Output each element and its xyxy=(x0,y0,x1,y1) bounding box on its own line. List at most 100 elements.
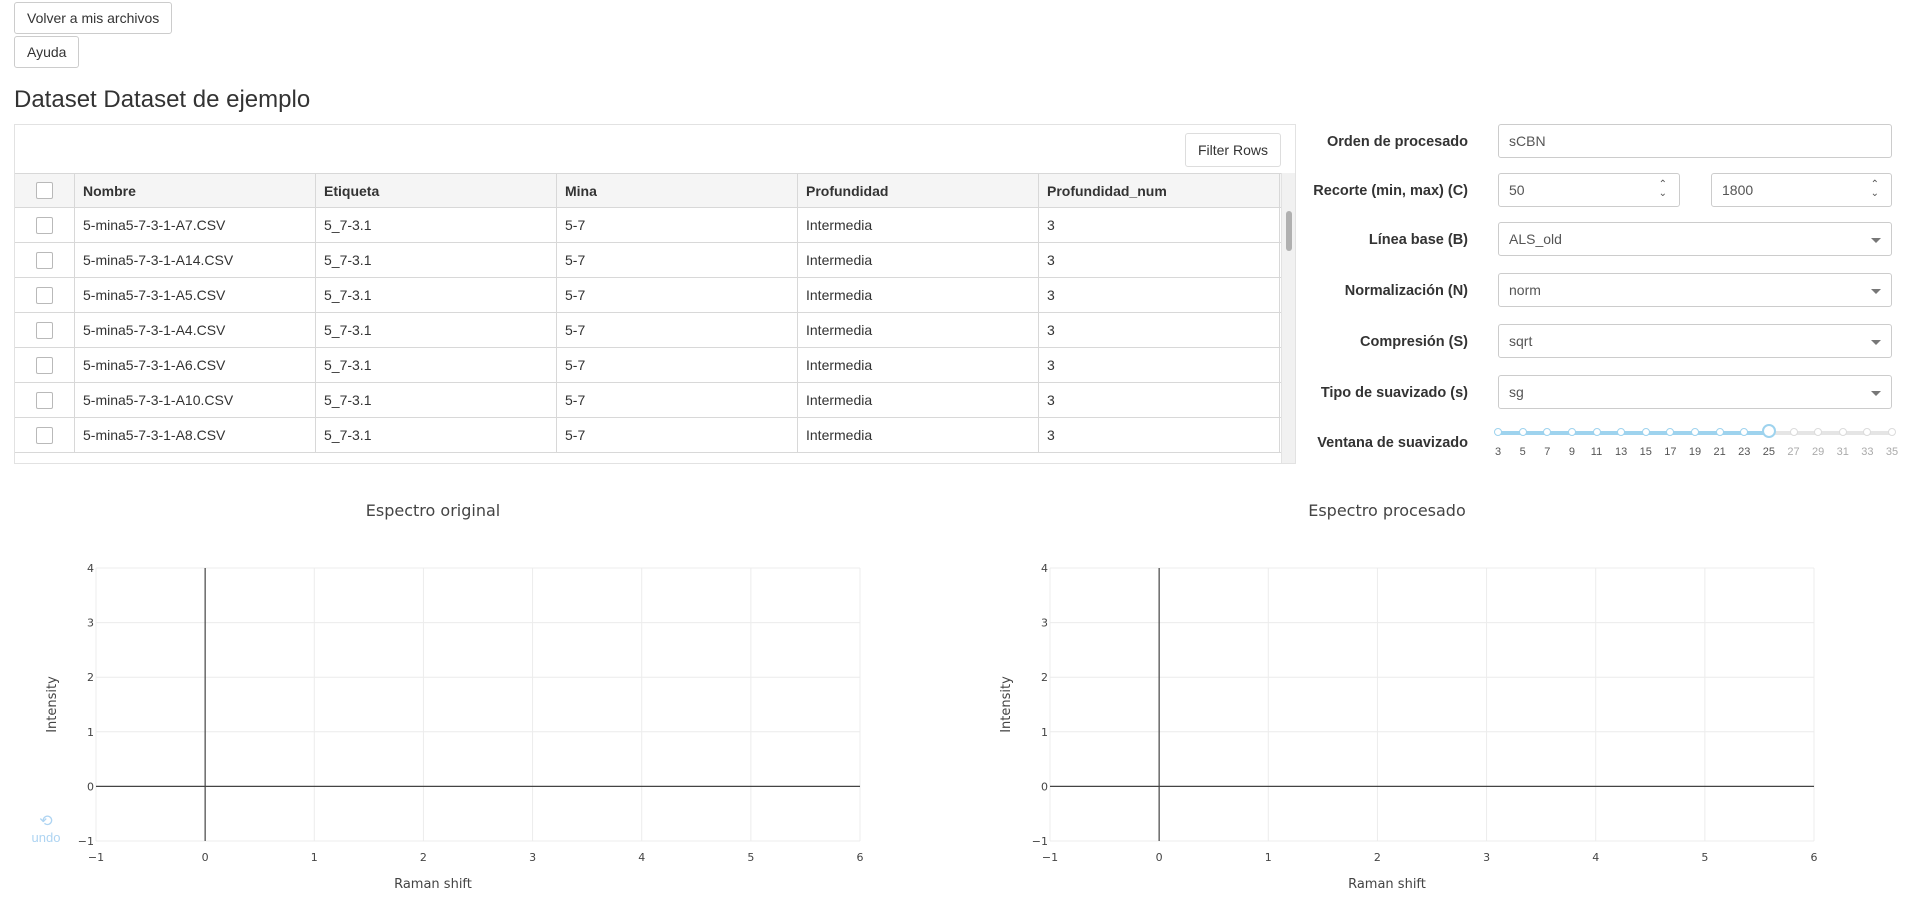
x-tick-label: −1 xyxy=(1042,851,1058,864)
row-checkbox[interactable] xyxy=(36,251,53,269)
orden-input[interactable]: sCBN xyxy=(1498,124,1892,158)
table-row[interactable]: 5-mina5-7-3-1-A7.CSV 5_7-3.1 5-7 Intermedia… xyxy=(15,208,1281,243)
table-row[interactable]: 5-mina5-7-3-1-A5.CSV 5_7-3.1 5-7 Intermedia… xyxy=(15,278,1281,313)
scrollbar-thumb[interactable] xyxy=(1286,211,1292,251)
table-body: 5-mina5-7-3-1-A7.CSV 5_7-3.1 5-7 Intermedia… xyxy=(15,208,1281,453)
table-row[interactable]: 5-mina5-7-3-1-A10.CSV 5_7-3.1 5-7 Intermedi… xyxy=(15,383,1281,418)
x-tick-label: 4 xyxy=(1592,851,1599,864)
slider-step-dot[interactable] xyxy=(1691,428,1699,436)
cell-nombre: 5-mina5-7-3-1-A6.CSV xyxy=(75,348,316,382)
cell-profundidad-num: 3 xyxy=(1039,313,1280,347)
slider-step-dot[interactable] xyxy=(1888,428,1896,436)
recorte-min-value: 50 xyxy=(1509,182,1525,198)
table-row[interactable]: 5-mina5-7-3-1-A8.CSV 5_7-3.1 5-7 Intermedia… xyxy=(15,418,1281,453)
select-all-checkbox[interactable] xyxy=(36,182,53,199)
y-tick-label: 4 xyxy=(87,562,94,575)
chevron-down-icon xyxy=(1871,340,1881,345)
table-row[interactable]: 5-mina5-7-3-1-A14.CSV 5_7-3.1 5-7 Intermedi… xyxy=(15,243,1281,278)
tipo-suavizado-label: Tipo de suavizado (s) xyxy=(1320,385,1468,401)
tipo-suavizado-select[interactable]: sg xyxy=(1498,375,1892,409)
cell-etiqueta: 5_7-3.1 xyxy=(316,418,557,452)
row-checkbox[interactable] xyxy=(36,391,53,409)
table-scrollbar[interactable] xyxy=(1281,173,1295,463)
column-header-mina[interactable]: Mina xyxy=(557,174,798,207)
slider-step-dot[interactable] xyxy=(1740,428,1749,436)
recorte-max-value: 1800 xyxy=(1722,182,1754,198)
y-tick-label: 3 xyxy=(87,617,94,630)
cell-profundidad: Intermedia xyxy=(798,278,1039,312)
table-row[interactable]: 5-mina5-7-3-1-A6.CSV 5_7-3.1 5-7 Intermedia… xyxy=(15,348,1281,383)
slider-tick-label: 27 xyxy=(1787,446,1800,458)
slider-step-dot[interactable] xyxy=(1592,428,1601,436)
slider-handle[interactable] xyxy=(1761,424,1776,438)
cell-profundidad-num: 3 xyxy=(1039,208,1280,242)
normalizacion-select[interactable]: norm xyxy=(1498,273,1892,307)
recorte-min-input[interactable]: 50 ⌃ ⌄ xyxy=(1498,173,1680,207)
cell-profundidad-num: 3 xyxy=(1039,243,1280,277)
slider-tick-label: 33 xyxy=(1861,446,1874,458)
slider-tick-label: 13 xyxy=(1615,446,1628,458)
chart-espectro-original[interactable]: Espectro original −1 0 1 2 3 4 5 6 −1 0 1 2 3 4 Raman s… xyxy=(0,490,954,900)
cell-etiqueta: 5_7-3.1 xyxy=(316,313,557,347)
slider-tick-label: 25 xyxy=(1762,446,1775,458)
back-to-files-button[interactable]: Volver a mis archivos xyxy=(14,2,173,34)
recorte-max-input[interactable]: 1800 ⌃ ⌄ xyxy=(1711,173,1892,207)
undo-button[interactable]: ⟲ undo xyxy=(28,814,64,846)
cell-etiqueta: 5_7-3.1 xyxy=(316,383,557,417)
slider-step-dot[interactable] xyxy=(1863,428,1872,436)
y-tick-label: 4 xyxy=(1041,562,1048,575)
slider-step-dot[interactable] xyxy=(1494,428,1502,436)
table-row[interactable]: 5-mina5-7-3-1-A4.CSV 5_7-3.1 5-7 Intermedia… xyxy=(15,313,1281,348)
x-tick-label: 2 xyxy=(420,851,427,864)
x-tick-label: 6 xyxy=(857,851,864,864)
cell-nombre: 5-mina5-7-3-1-A7.CSV xyxy=(75,208,316,242)
x-tick-label: 3 xyxy=(529,851,536,864)
cell-etiqueta: 5_7-3.1 xyxy=(316,243,557,277)
row-select-cell xyxy=(15,383,75,417)
row-checkbox[interactable] xyxy=(36,216,53,234)
cell-profundidad-num: 3 xyxy=(1039,383,1280,417)
slider-step-dot[interactable] xyxy=(1543,428,1552,436)
stepper-icon[interactable]: ⌃ ⌄ xyxy=(1870,179,1879,199)
cell-mina: 5-7 xyxy=(557,243,798,277)
slider-step-dot[interactable] xyxy=(1641,428,1650,436)
row-checkbox[interactable] xyxy=(36,426,53,444)
x-tick-label: 2 xyxy=(1374,851,1381,864)
stepper-icon[interactable]: ⌃ ⌄ xyxy=(1658,179,1667,199)
slider-step-dot[interactable] xyxy=(1666,428,1675,436)
row-checkbox[interactable] xyxy=(36,321,53,339)
ventana-suavizado-slider[interactable] xyxy=(1494,424,1896,438)
column-header-profundidad[interactable]: Profundidad xyxy=(798,174,1039,207)
slider-step-dot[interactable] xyxy=(1567,428,1576,436)
slider-step-dot[interactable] xyxy=(1814,428,1823,436)
slider-step-dot[interactable] xyxy=(1715,428,1724,436)
slider-step-dot[interactable] xyxy=(1838,428,1847,436)
normalizacion-label: Normalización (N) xyxy=(1344,283,1468,299)
slider-tick-label: 11 xyxy=(1590,446,1603,458)
linea-base-select[interactable]: ALS_old xyxy=(1498,222,1892,256)
slider-tick-label: 29 xyxy=(1812,446,1825,458)
chevron-down-icon xyxy=(1871,238,1881,243)
slider-tick-label: 17 xyxy=(1664,446,1677,458)
tipo-suavizado-value: sg xyxy=(1509,384,1524,400)
y-tick-label: −1 xyxy=(1032,835,1048,848)
row-select-cell xyxy=(15,243,75,277)
slider-step-dot[interactable] xyxy=(1617,428,1626,436)
column-header-nombre[interactable]: Nombre xyxy=(75,174,316,207)
cell-profundidad-num: 3 xyxy=(1039,418,1280,452)
slider-step-dot[interactable] xyxy=(1518,428,1527,436)
row-checkbox[interactable] xyxy=(36,356,53,374)
column-header-profundidad-num[interactable]: Profundidad_num xyxy=(1039,174,1280,207)
slider-step-dot[interactable] xyxy=(1789,428,1798,436)
column-header-etiqueta[interactable]: Etiqueta xyxy=(316,174,557,207)
cell-profundidad: Intermedia xyxy=(798,418,1039,452)
help-button[interactable]: Ayuda xyxy=(14,36,80,68)
compresion-value: sqrt xyxy=(1509,333,1533,349)
row-checkbox[interactable] xyxy=(36,286,53,304)
y-tick-label: 2 xyxy=(87,671,94,684)
x-tick-label: −1 xyxy=(88,851,104,864)
orden-label: Orden de procesado xyxy=(1326,134,1468,150)
chart-espectro-procesado[interactable]: Espectro procesado −1 0 1 2 3 4 5 6 −1 0 1 2 3 4 Raman … xyxy=(954,490,1908,900)
filter-rows-button[interactable]: Filter Rows xyxy=(1184,133,1281,167)
compresion-select[interactable]: sqrt xyxy=(1498,324,1892,358)
